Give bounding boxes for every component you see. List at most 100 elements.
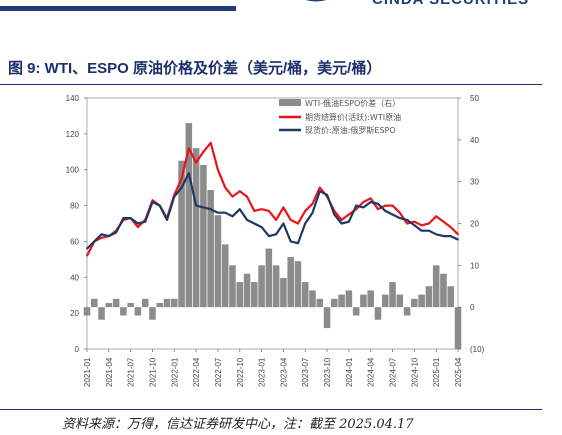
spread-bars — [83, 123, 462, 349]
spread-bar — [171, 298, 178, 308]
wti-line-point — [304, 210, 307, 212]
x-tick-label: 2025-01 — [432, 357, 441, 387]
spread-bar — [345, 290, 353, 308]
espo-line-point — [391, 213, 394, 216]
right-tick-label: 20 — [470, 220, 479, 229]
spread-bar — [265, 248, 273, 308]
spread-bar — [272, 265, 280, 308]
espo-line-point — [267, 235, 270, 237]
right-tick-label: 10 — [470, 261, 479, 270]
x-tick-label: 2025-04 — [454, 357, 463, 387]
spread-bar — [454, 307, 462, 349]
espo-line-point — [180, 186, 183, 189]
spread-bar — [316, 298, 324, 308]
wti-line-point — [137, 226, 139, 228]
wti-line-point — [217, 168, 219, 171]
wti-line-point — [202, 150, 205, 153]
right-tick-label: 50 — [470, 94, 479, 103]
espo-line-point — [340, 222, 343, 225]
spread-bar — [192, 148, 200, 308]
legend-label-wti: 期货结算价(活跃):WTI原油 — [305, 112, 401, 122]
x-tick-label: 2021-04 — [105, 357, 114, 387]
spread-bar — [389, 282, 396, 308]
x-tick-label: 2023-04 — [279, 357, 288, 387]
wti-line-point — [151, 199, 154, 202]
wti-line-point — [246, 195, 248, 198]
spread-bar — [163, 298, 171, 308]
wti-line-point — [318, 186, 321, 189]
price-chart: 0 20 40 60 80 100 120 140 (10) 0 10 20 30 40 50 2021-… — [66, 94, 485, 387]
espo-line-point — [144, 220, 147, 223]
espo-line-point — [166, 219, 168, 221]
espo-line-point — [231, 215, 234, 218]
wti-line-point — [391, 204, 394, 207]
espo-line-point — [318, 190, 321, 193]
spread-bar — [403, 307, 411, 316]
wti-line-point — [275, 219, 278, 221]
wti-line-point — [347, 213, 350, 216]
wti-line-point — [238, 190, 241, 193]
spread-bar — [214, 215, 222, 308]
espo-line-point — [420, 229, 423, 232]
wti-line-point — [282, 206, 285, 209]
left-tick-label: 100 — [66, 166, 80, 175]
wti-line-point — [311, 202, 314, 205]
wti-line — [86, 141, 459, 257]
espo-line-point — [195, 204, 198, 207]
legend-swatch-spread — [279, 99, 301, 106]
espo-line-point — [398, 217, 401, 220]
espo-line-point — [158, 204, 161, 207]
x-tick-label: 2024-07 — [389, 357, 398, 387]
price-lines — [86, 141, 459, 257]
x-axis: 2021-01 2021-04 2021-07 2021-10 2022-01 2022-… — [83, 349, 463, 387]
wti-line-point — [457, 233, 459, 236]
espo-line-point — [129, 217, 132, 220]
espo-line-point — [173, 195, 176, 198]
x-tick-label: 2021-10 — [148, 357, 157, 387]
spread-bar — [251, 282, 258, 308]
x-tick-label: 2022-07 — [214, 357, 223, 387]
wti-line-point — [289, 219, 292, 221]
spread-bar — [112, 298, 120, 308]
espo-line-point — [224, 211, 227, 214]
espo-line-point — [86, 247, 88, 250]
espo-line-point — [449, 235, 452, 237]
spread-bar — [141, 298, 149, 308]
source-divider — [0, 409, 542, 410]
espo-line-point — [217, 211, 219, 214]
wti-line-point — [420, 224, 423, 227]
espo-line-point — [347, 220, 350, 223]
right-tick-label: 40 — [470, 136, 479, 145]
x-tick-label: 2024-10 — [410, 357, 419, 387]
spread-bar — [323, 307, 331, 329]
header-bar — [0, 6, 236, 11]
espo-line-point — [137, 222, 139, 225]
left-axis: 0 20 40 60 80 100 120 140 — [66, 94, 87, 354]
brand-logo-icon — [306, 0, 326, 2]
spread-bar — [360, 294, 367, 308]
spread-bar — [83, 307, 91, 316]
spread-bar — [352, 307, 360, 316]
espo-line-point — [202, 206, 205, 209]
right-tick-label: 0 — [470, 303, 475, 312]
espo-line-point — [100, 233, 103, 236]
espo-line-point — [93, 240, 96, 243]
x-tick-label: 2024-04 — [367, 357, 376, 387]
espo-line-point — [151, 201, 154, 203]
spread-bar — [91, 298, 98, 308]
spread-bar — [243, 273, 251, 308]
wti-line-point — [231, 195, 234, 198]
wti-line-point — [413, 220, 416, 223]
wti-line-point — [100, 236, 103, 239]
spread-bar — [236, 282, 244, 308]
right-tick-label: (10) — [470, 345, 485, 354]
x-tick-label: 2022-10 — [236, 357, 245, 387]
spread-bar — [200, 164, 207, 308]
spread-bar — [301, 282, 309, 308]
spread-bar — [156, 302, 164, 308]
left-tick-label: 0 — [75, 345, 80, 354]
wti-line-point — [253, 210, 256, 212]
espo-line-point — [289, 240, 292, 243]
left-tick-label: 20 — [70, 309, 79, 318]
